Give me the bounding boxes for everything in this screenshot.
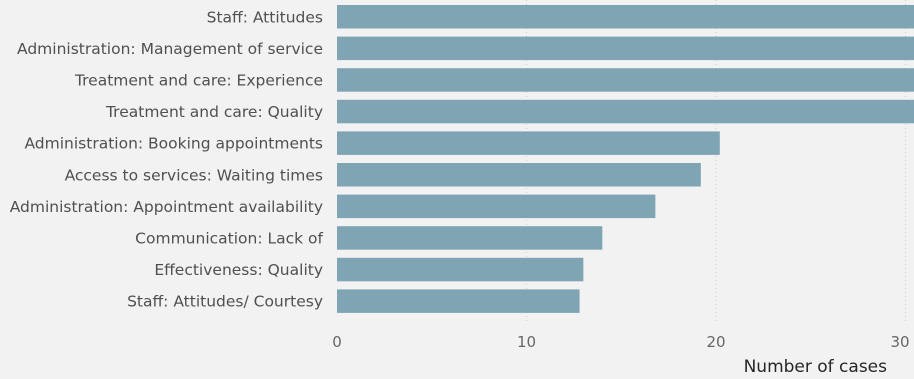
x-tick-label: 30 [890,333,909,351]
bar[interactable] [337,194,656,219]
category-label: Staff: Attitudes [207,8,323,26]
category-label: Communication: Lack of [135,229,323,247]
x-tick-label: 20 [706,333,725,351]
category-label: Staff: Attitudes/ Courtesy [127,293,323,311]
x-tick-labels: 0 10 20 30 [332,333,909,351]
bar[interactable] [337,131,720,155]
bars [337,5,914,313]
bar[interactable] [337,257,584,282]
category-labels: Staff: Attitudes Administration: Manageme… [10,8,324,310]
bar[interactable] [337,68,914,92]
category-label: Treatment and care: Experience [74,71,323,89]
x-tick-label: 0 [332,333,342,351]
bar[interactable] [337,5,914,29]
category-label: Administration: Appointment availability [10,198,323,216]
bar[interactable] [337,226,603,250]
x-axis-title: Number of cases [744,357,888,377]
category-label: Administration: Booking appointments [24,135,323,153]
category-label: Treatment and care: Quality [105,103,323,121]
bar[interactable] [337,163,701,187]
bar[interactable] [337,289,580,313]
bar[interactable] [337,99,914,124]
x-tick-label: 10 [517,333,536,351]
category-label: Administration: Management of service [17,40,323,58]
category-label: Effectiveness: Quality [154,261,323,279]
bar[interactable] [337,36,914,61]
category-label: Access to services: Waiting times [65,166,323,184]
